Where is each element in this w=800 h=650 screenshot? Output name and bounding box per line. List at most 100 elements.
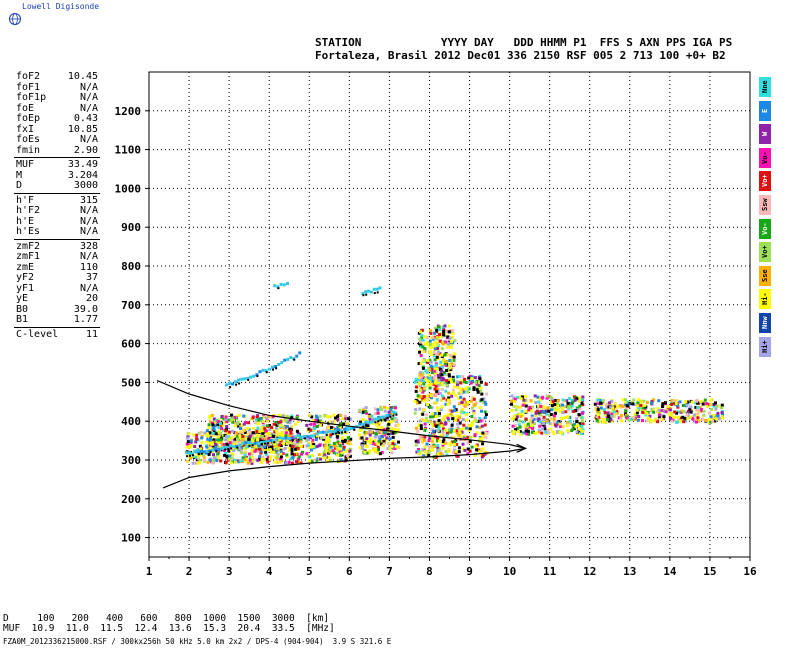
echo-point (661, 405, 665, 408)
echo-point (474, 401, 478, 405)
echo-point (565, 424, 569, 428)
echo-point (445, 383, 449, 387)
echo-point (610, 414, 614, 418)
echo-point (632, 398, 636, 402)
echo-point (205, 429, 209, 433)
trace-point (391, 410, 395, 414)
echo-point (288, 418, 292, 422)
echo-point (561, 411, 565, 415)
echo-point (281, 452, 285, 456)
echo-point (424, 369, 428, 373)
trace-point (252, 374, 256, 378)
echo-point (581, 429, 584, 433)
echo-point (539, 420, 542, 424)
x-tick-label: 2 (186, 565, 193, 578)
echo-point (541, 422, 545, 425)
echo-point (418, 419, 422, 423)
echo-point (217, 435, 221, 438)
echo-point (296, 446, 300, 450)
trace-point (217, 447, 221, 451)
echo-point (470, 377, 474, 380)
echo-point (361, 440, 365, 444)
echo-point (450, 409, 454, 413)
trace-point (379, 415, 383, 419)
echo-point (415, 450, 419, 454)
echo-point (235, 431, 238, 435)
echo-point (424, 413, 428, 417)
echo-point (386, 432, 390, 436)
echo-point (204, 451, 208, 455)
echo-point (415, 426, 418, 430)
trace-point (365, 293, 368, 296)
echo-point (209, 420, 213, 424)
echo-point (521, 431, 525, 435)
echo-point (524, 404, 528, 408)
param-divider (14, 326, 100, 328)
echo-point (250, 456, 254, 459)
trace-point (269, 439, 273, 443)
echo-point (284, 429, 288, 433)
echo-point (278, 434, 281, 438)
echo-point (478, 416, 482, 420)
echo-point (247, 437, 251, 441)
echo-point (470, 415, 474, 418)
echo-point (422, 376, 426, 380)
echo-point (297, 457, 301, 461)
trace-point (256, 375, 259, 378)
echo-point (250, 449, 254, 452)
x-tick-label: 10 (503, 565, 516, 578)
echo-point (694, 399, 698, 403)
echo-point (251, 431, 255, 435)
echo-point (566, 415, 570, 419)
param-value: 328 (79, 240, 98, 252)
echo-point (185, 442, 189, 446)
echo-point (422, 388, 426, 392)
echo-point (513, 400, 516, 404)
echo-point (612, 410, 616, 414)
trace-point (325, 434, 328, 437)
echo-point (422, 350, 426, 353)
echo-point (575, 406, 579, 410)
trace-point (315, 432, 319, 436)
echo-point (241, 435, 245, 438)
echo-point (429, 448, 433, 452)
echo-point (315, 416, 319, 420)
echo-point (331, 449, 335, 453)
echo-point (440, 353, 444, 357)
echo-point (426, 359, 430, 362)
echo-point (450, 354, 454, 358)
trace-point (276, 285, 280, 289)
echo-point (288, 441, 292, 445)
param-value: N/A (79, 282, 98, 294)
echo-point (471, 396, 475, 400)
echo-point (224, 435, 228, 439)
echo-point (656, 410, 659, 414)
echo-point (309, 436, 312, 440)
echo-point (370, 430, 374, 434)
echo-point (447, 343, 451, 347)
trace-point (185, 451, 189, 455)
trace-point (378, 286, 382, 290)
x-tick-label: 9 (466, 565, 473, 578)
echo-point (318, 414, 322, 418)
trace-point (330, 430, 334, 434)
echo-point (454, 450, 458, 454)
echo-point (424, 377, 428, 381)
trace-point (199, 449, 203, 453)
echo-point (211, 423, 215, 427)
echo-point (417, 381, 421, 385)
echo-point (484, 413, 488, 417)
echo-point (529, 399, 533, 403)
echo-point (446, 341, 450, 345)
y-tick-label: 300 (121, 454, 141, 467)
trace-point (364, 290, 368, 294)
echo-point (449, 412, 453, 416)
echo-point (700, 407, 703, 411)
echo-point (329, 426, 333, 429)
echo-point (438, 375, 442, 378)
echo-point (378, 417, 381, 421)
trace-point (380, 419, 383, 422)
trace-point (281, 437, 285, 441)
trace-point (346, 428, 350, 432)
echo-point (419, 375, 423, 379)
